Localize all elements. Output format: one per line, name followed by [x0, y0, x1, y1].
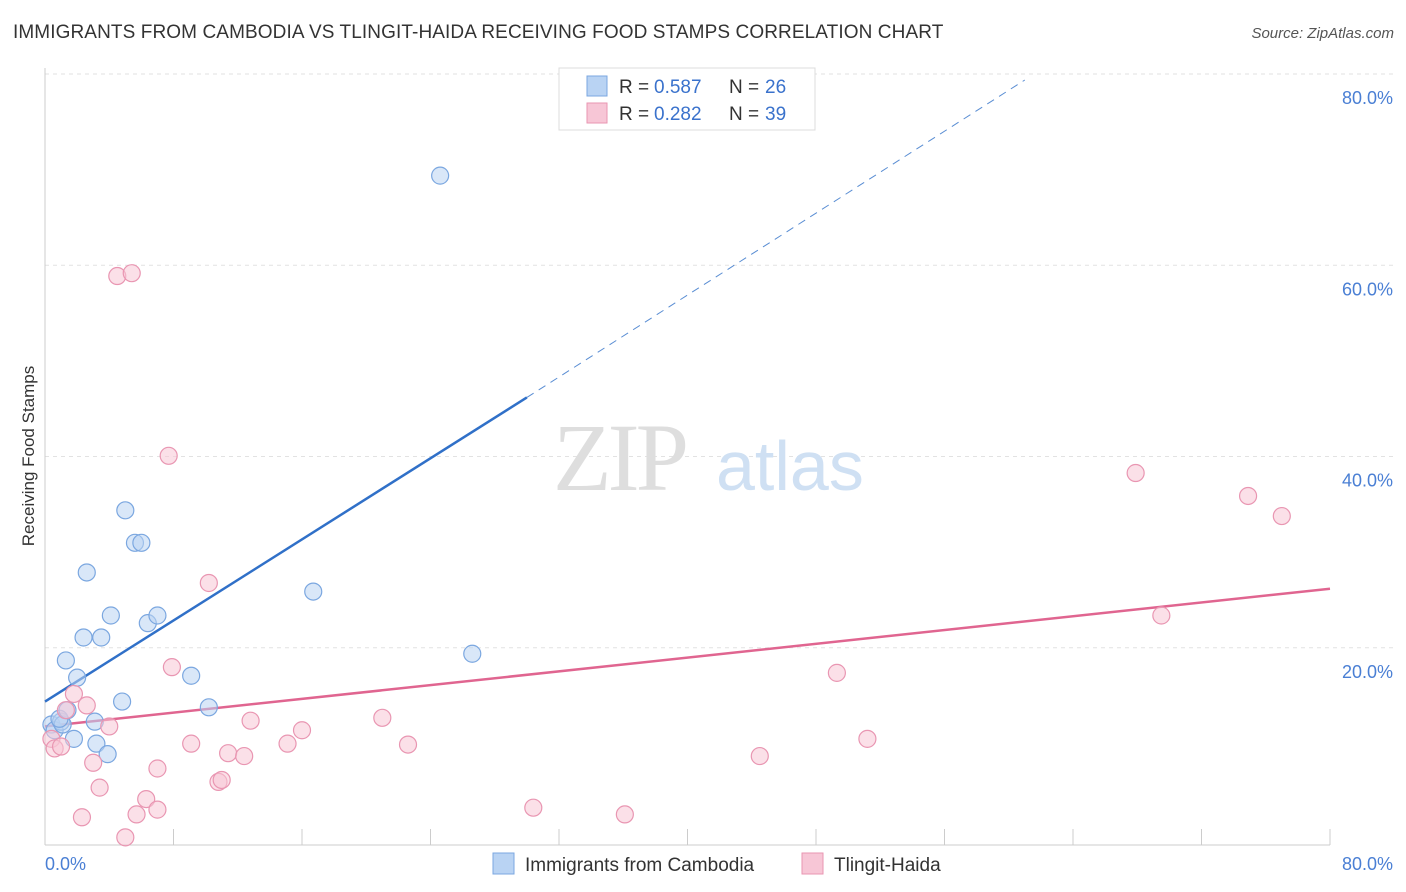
tlingit-point-9	[100, 717, 119, 736]
legend-r-value-2: 0.282	[654, 104, 702, 125]
y-tick-label-1: 40.0%	[1342, 471, 1393, 491]
tlingit-point-22	[212, 770, 231, 790]
cambodia-point-13	[92, 628, 111, 647]
tlingit-point-3	[56, 701, 75, 720]
correlation-legend: R = 0.587 N = 26 R = 0.282 N = 39	[558, 67, 816, 131]
tlingit-point-4	[64, 684, 84, 704]
legend-swatch-pink	[586, 102, 608, 124]
cambodia-point-17	[116, 501, 135, 520]
watermark: ZIP atlas	[553, 404, 864, 511]
cambodia-point-24	[304, 582, 323, 601]
axes	[44, 68, 1331, 846]
cambodia-point-14	[98, 745, 117, 764]
cambodia-point-12	[87, 734, 106, 753]
cambodia-point-21	[148, 606, 167, 625]
legend-n-label-2: N =	[729, 104, 759, 125]
series-legend-label-2: Tlingit-Haida	[834, 855, 941, 876]
cambodia-point-23	[199, 698, 218, 717]
tlingit-point-15	[148, 800, 167, 819]
y-tick-label-2: 60.0%	[1342, 279, 1393, 299]
tlingit-point-33	[827, 663, 846, 682]
series-legend: Immigrants from Cambodia Tlingit-Haida	[492, 852, 941, 876]
tlingit-point-14	[137, 789, 156, 809]
tlingit-point-26	[278, 734, 297, 753]
tlingit-point-16	[148, 759, 167, 778]
x-tick-label-1: 80.0%	[1342, 854, 1393, 874]
tlingit-point-30	[524, 798, 543, 817]
y-tick-label-0: 20.0%	[1342, 662, 1393, 682]
legend-r-label-2: R =	[619, 104, 649, 125]
tlingit-point-36	[1152, 606, 1171, 625]
cambodia-point-15	[101, 606, 120, 625]
tlingit-point-17	[159, 446, 178, 465]
legend-n-value-1: 26	[765, 77, 786, 98]
source-credit: Source: ZipAtlas.com	[1251, 25, 1394, 42]
tlingit-point-27	[292, 721, 312, 740]
tlingit-point-13	[127, 805, 146, 824]
tlingit-point-38	[1272, 506, 1291, 526]
cambodia-point-25	[431, 166, 450, 185]
cambodia-point-26	[463, 644, 482, 663]
tlingit-point-24	[235, 746, 254, 766]
tlingit-point-5	[72, 808, 92, 827]
tlingit-point-20	[199, 573, 218, 593]
tlingit-point-19	[182, 734, 201, 753]
y-tick-label-3: 80.0%	[1342, 88, 1393, 108]
tlingit-point-29	[398, 735, 418, 754]
cambodia-point-5	[56, 651, 75, 670]
tlingit-point-18	[162, 658, 181, 677]
tlingit-point-6	[77, 696, 96, 715]
tlingit-point-37	[1238, 486, 1258, 506]
data-points	[42, 166, 1291, 847]
tlingit-trend-line	[44, 587, 1331, 728]
cambodia-point-8	[68, 668, 87, 687]
tlingit-point-25	[241, 711, 260, 730]
tlingit-point-7	[84, 753, 103, 772]
tlingit-point-12	[122, 264, 141, 283]
legend-r-value-1: 0.587	[654, 77, 702, 98]
tlingit-point-8	[90, 778, 109, 797]
series-legend-label-1: Immigrants from Cambodia	[525, 855, 755, 876]
y-axis-label: Receiving Food Stamps	[19, 366, 38, 546]
tlingit-point-11	[116, 828, 135, 847]
legend-n-label-1: N =	[729, 77, 759, 98]
series-legend-swatch-blue	[492, 852, 515, 875]
watermark-atlas: atlas	[716, 427, 864, 505]
x-tick-label-0: 0.0%	[45, 854, 86, 874]
cambodia-trend-line	[44, 396, 528, 703]
tlingit-point-35	[1126, 463, 1145, 483]
legend-n-value-2: 39	[765, 104, 786, 125]
cambodia-point-22	[182, 666, 201, 685]
cambodia-point-10	[77, 563, 96, 582]
cambodia-point-9	[74, 628, 93, 647]
tick-labels: 20.0% 40.0% 60.0% 80.0% 0.0% 80.0%	[45, 88, 1393, 874]
tlingit-point-2	[51, 737, 71, 756]
tlingit-point-31	[615, 805, 634, 824]
cambodia-point-19	[132, 533, 151, 552]
chart-title: IMMIGRANTS FROM CAMBODIA VS TLINGIT-HAID…	[13, 22, 944, 43]
tlingit-point-34	[858, 729, 877, 748]
tlingit-point-23	[219, 744, 238, 763]
trend-lines	[44, 79, 1331, 728]
grid-lines	[45, 73, 1393, 649]
legend-swatch-blue	[586, 75, 608, 97]
cambodia-point-16	[112, 692, 132, 711]
tlingit-point-32	[750, 746, 769, 766]
tlingit-point-28	[373, 708, 392, 727]
series-legend-swatch-pink	[801, 852, 824, 875]
cambodia-trend-extension	[526, 79, 1026, 398]
legend-r-label-1: R =	[619, 77, 649, 98]
watermark-zip: ZIP	[553, 404, 686, 511]
